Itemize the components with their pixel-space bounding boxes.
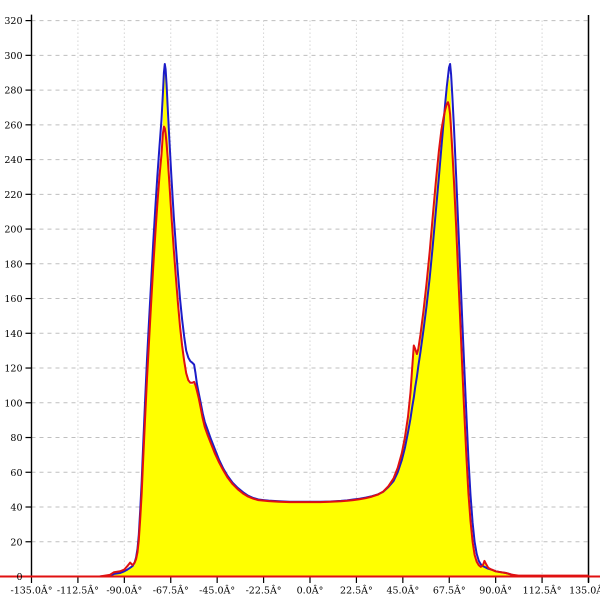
y-tick-label: 60	[10, 468, 22, 479]
x-tick-label: -45.0Â°	[199, 585, 235, 597]
x-tick-label: 45.0Â°	[386, 585, 419, 597]
y-tick-label: 160	[4, 294, 22, 305]
y-tick-label: 200	[4, 225, 22, 236]
x-tick-label: 67.5Â°	[433, 585, 466, 597]
x-tick-label: 112.5Â°	[523, 585, 562, 597]
y-tick-label: 20	[10, 537, 22, 548]
y-tick-label: 120	[4, 364, 22, 375]
y-tick-label: 0	[16, 572, 22, 583]
y-tick-label: 240	[4, 155, 22, 166]
x-tick-label: 90.0Â°	[479, 585, 512, 597]
y-tick-label: 40	[10, 503, 22, 514]
y-tick-label: 80	[10, 433, 22, 444]
y-tick-label: 100	[4, 398, 22, 409]
y-tick-label: 320	[4, 16, 22, 27]
x-tick-label: 135.0Â°	[569, 585, 600, 597]
y-tick-label: 300	[4, 51, 22, 62]
y-tick-label: 280	[4, 86, 22, 97]
red-line	[31, 101, 589, 578]
x-tick-label: 22.5Â°	[340, 585, 373, 597]
y-tick-label: 220	[4, 190, 22, 201]
x-tick-label: -22.5Â°	[246, 585, 282, 597]
yellow-area	[31, 71, 589, 577]
x-tick-label: -90.0Â°	[106, 585, 142, 597]
x-tick-label: -135.0Â°	[10, 585, 52, 597]
y-tick-label: 180	[4, 259, 22, 270]
x-tick-label: 0.0Â°	[297, 585, 324, 597]
y-tick-label: 140	[4, 329, 22, 340]
x-tick-label: -67.5Â°	[153, 585, 189, 597]
x-tick-label: -112.5Â°	[57, 585, 99, 597]
y-tick-label: 260	[4, 120, 22, 131]
